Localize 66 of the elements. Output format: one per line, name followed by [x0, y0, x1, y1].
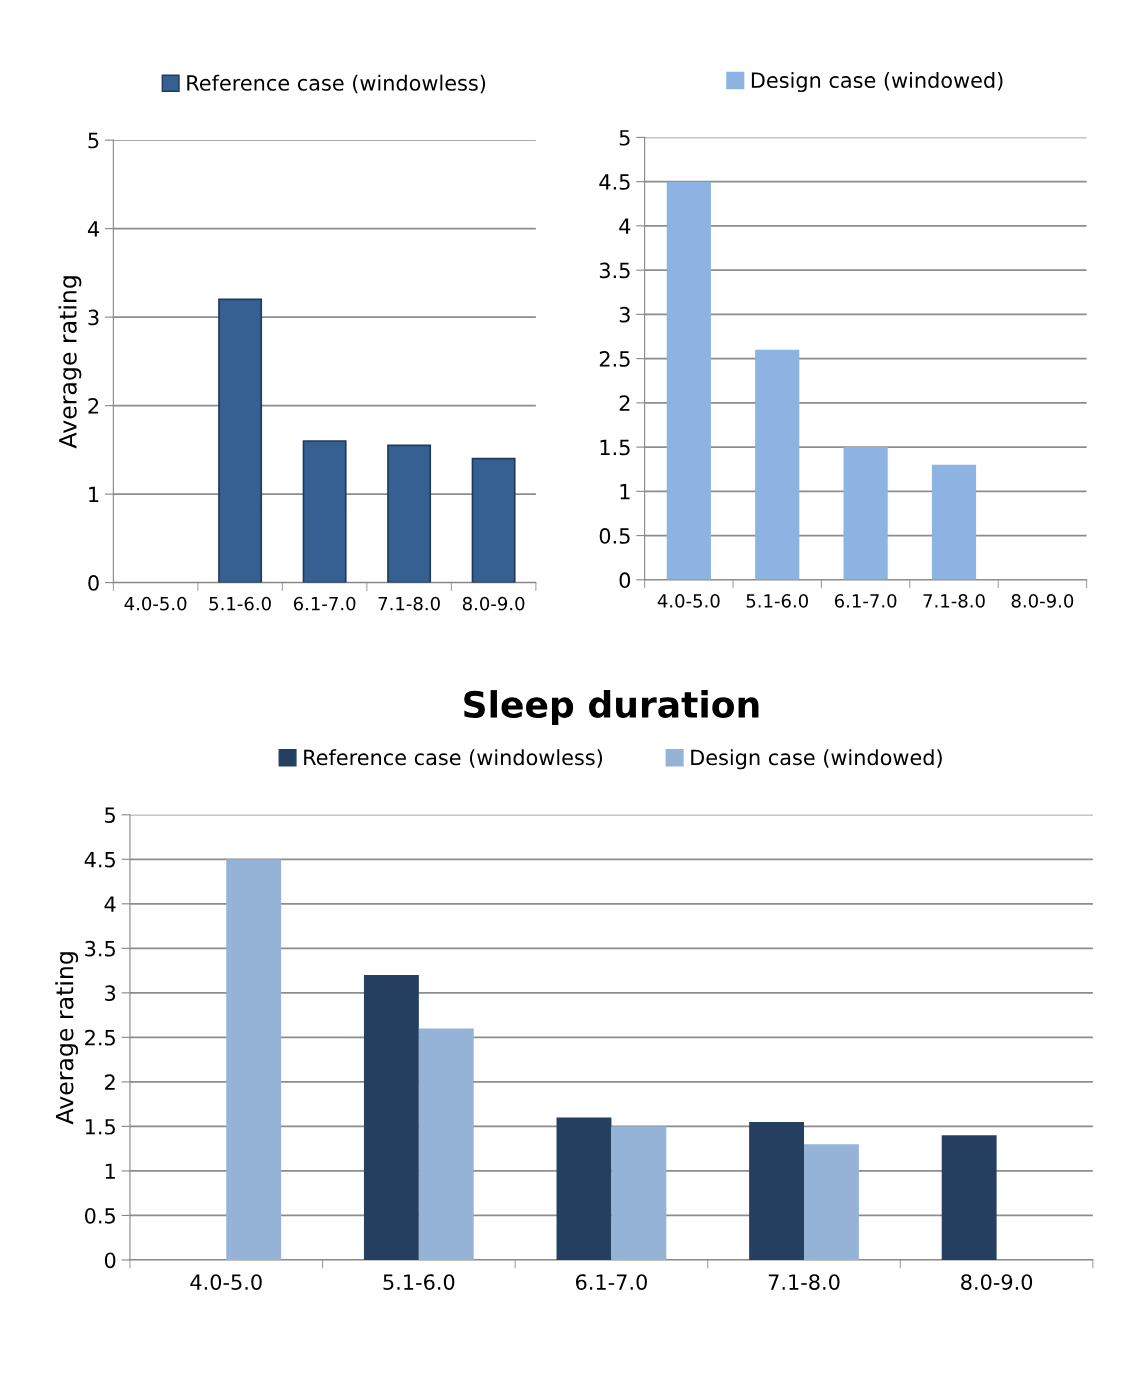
x-tick-label: 6.1-7.0 [293, 596, 356, 611]
y-tick-label: 1 [105, 1163, 115, 1179]
bar [843, 447, 888, 580]
y-tick-label: 0 [619, 572, 631, 589]
y-tick-label: 1.5 [600, 439, 630, 456]
x-tick-label: 5.1-6.0 [209, 596, 271, 611]
legend-label: Design case (windowed) [691, 749, 942, 770]
y-tick-label: 1 [89, 486, 99, 503]
y-axis-title: Average rating [58, 276, 82, 449]
bar [387, 444, 432, 583]
bar [556, 1117, 612, 1260]
x-tick-label: 6.1-7.0 [834, 594, 897, 608]
bar [418, 1028, 474, 1260]
y-tick-label: 3 [88, 309, 99, 326]
bar [611, 1126, 667, 1260]
legend-label: Reference case (windowless) [304, 749, 603, 768]
y-tick-label: 1.5 [85, 1119, 115, 1135]
y-axis-title: Average rating [55, 952, 79, 1125]
x-tick-label: 8.0-9.0 [1011, 594, 1074, 608]
y-tick-label: 4 [619, 218, 631, 234]
y-tick-label: 4.5 [84, 852, 115, 868]
y-tick-label: 4.5 [599, 174, 630, 190]
x-tick-label: 7.1-8.0 [923, 594, 985, 608]
x-tick-label: 7.1-8.0 [378, 596, 440, 611]
x-tick-label: 4.0-5.0 [124, 596, 187, 611]
x-tick-label: 4.0-5.0 [657, 594, 720, 608]
legend-label: Design case (windowed) [751, 71, 1003, 93]
bar [363, 975, 419, 1260]
bar [931, 464, 977, 580]
x-tick-label: 5.1-6.0 [746, 594, 808, 608]
y-tick-label: 1 [620, 484, 630, 500]
bar [666, 181, 711, 580]
x-tick-label: 4.0-5.0 [190, 1274, 262, 1290]
y-tick-label: 3 [105, 985, 116, 1002]
y-tick-label: 4 [104, 896, 116, 912]
y-tick-label: 0.5 [85, 1207, 115, 1224]
y-tick-label: 0 [104, 1252, 116, 1269]
x-tick-label: 7.1-8.0 [768, 1274, 840, 1290]
x-tick-label: 5.1-6.0 [383, 1274, 455, 1290]
y-tick-label: 0.5 [599, 528, 630, 544]
y-tick-label: 4 [87, 221, 99, 237]
bar [302, 440, 347, 583]
bar [218, 298, 263, 583]
y-tick-label: 5 [105, 807, 115, 823]
y-tick-label: 0 [88, 575, 99, 591]
x-tick-label: 8.0-9.0 [961, 1274, 1033, 1290]
bar [226, 859, 282, 1260]
y-tick-label: 2.5 [599, 351, 630, 367]
bar [749, 1121, 805, 1260]
chart-title: Sleep duration [464, 690, 759, 726]
bar [941, 1135, 997, 1260]
legend-label: Reference case (windowless) [187, 74, 486, 94]
y-tick-label: 2 [88, 398, 99, 414]
bar [804, 1144, 859, 1260]
y-tick-label: 2.5 [85, 1029, 115, 1046]
bar [755, 349, 800, 580]
y-tick-label: 3 [619, 306, 630, 323]
bar [471, 457, 516, 583]
x-tick-label: 6.1-7.0 [576, 1274, 647, 1290]
y-tick-label: 2 [619, 395, 630, 411]
y-tick-label: 3.5 [85, 940, 115, 957]
x-tick-label: 8.0-9.0 [462, 596, 525, 611]
y-tick-label: 2 [105, 1074, 115, 1090]
y-tick-label: 5 [88, 132, 99, 149]
y-tick-label: 5 [619, 130, 630, 146]
y-tick-label: 3.5 [599, 262, 630, 279]
